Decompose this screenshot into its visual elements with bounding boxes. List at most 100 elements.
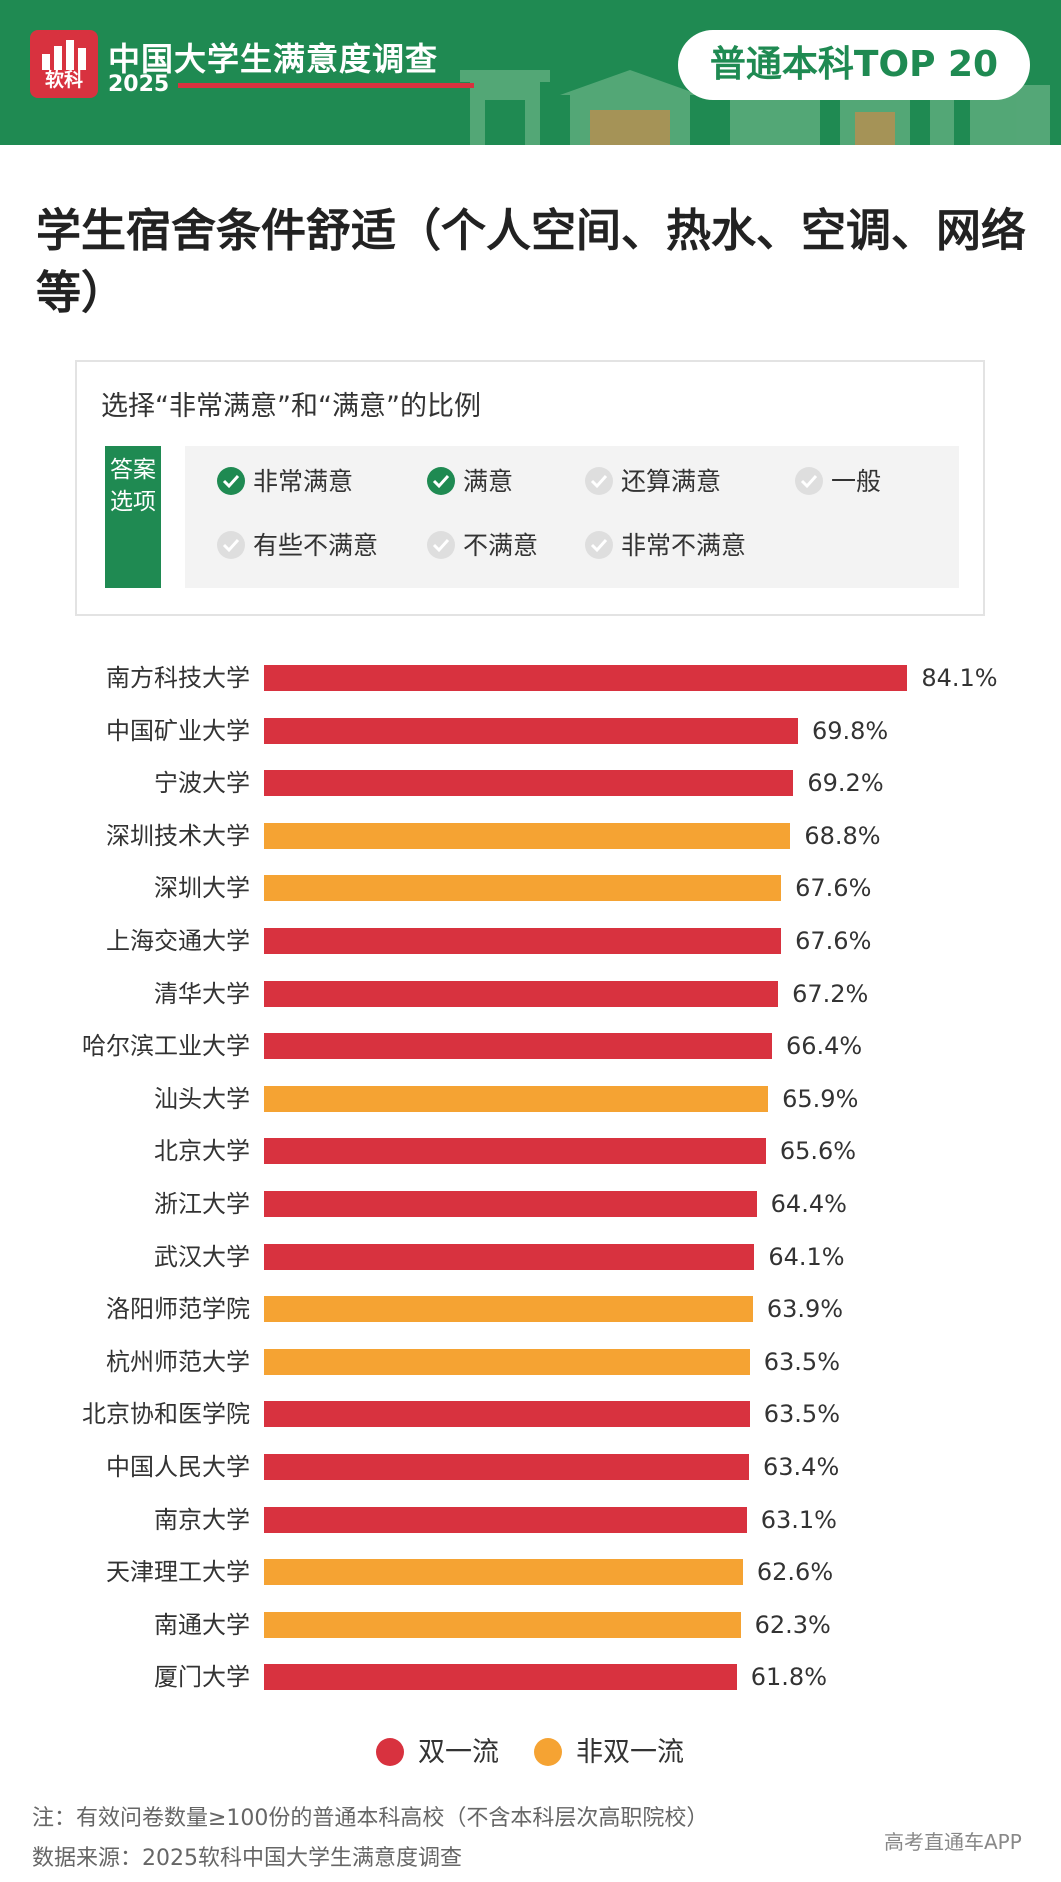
bar	[264, 822, 791, 849]
option-label: 不满意	[463, 531, 539, 560]
legend-double-first-class: 双一流	[376, 1733, 499, 1773]
bar	[264, 1085, 769, 1112]
option-label: 还算满意	[621, 467, 722, 496]
bar	[264, 770, 794, 797]
bar-chart: 南方科技大学 84.1% 中国矿业大学 69.8% 宁波大学 69.2% 深圳技术大学 68.…	[0, 648, 1061, 1708]
answer-options-box: 选择“非常满意”和“满意”的比例 答案选项 非常满意 满意 还算满意 一般 有些…	[75, 360, 985, 616]
option-label: 满意	[463, 467, 514, 496]
value-label: 69.2%	[807, 769, 884, 798]
check-icon	[585, 531, 613, 559]
value-label: 62.3%	[754, 1610, 831, 1639]
bar	[264, 875, 782, 902]
value-label: 84.1%	[921, 664, 998, 692]
value-label: 67.2%	[792, 979, 869, 1008]
category-label: 清华大学	[154, 979, 250, 1008]
bar	[264, 1454, 749, 1480]
value-label: 69.8%	[811, 716, 889, 745]
survey-year: 2025	[108, 72, 170, 97]
option-dissatisfied: 不满意	[427, 526, 538, 566]
category-label: 厦门大学	[154, 1663, 250, 1692]
data-source: 数据来源：2025软科中国大学生满意度调查	[32, 1846, 462, 1871]
value-label: 64.1%	[768, 1242, 845, 1271]
bar	[264, 1138, 766, 1165]
category-label: 洛阳师范学院	[106, 1295, 250, 1324]
category-label: 深圳大学	[154, 874, 250, 903]
check-icon	[795, 467, 823, 495]
bar	[264, 1401, 750, 1428]
legend-label: 非双一流	[576, 1737, 684, 1768]
chart-subtitle: 选择“非常满意”和“满意”的比例	[101, 391, 481, 422]
value-label: 63.1%	[760, 1505, 837, 1534]
value-label: 65.9%	[782, 1084, 859, 1113]
survey-name: 中国大学生满意度调查	[108, 40, 439, 78]
option-very-dissatisfied: 非常不满意	[585, 526, 746, 566]
header-divider	[178, 83, 474, 88]
category-label: 哈尔滨工业大学	[82, 1032, 250, 1061]
bar	[264, 717, 798, 744]
value-label: 65.6%	[779, 1137, 857, 1166]
bar	[264, 665, 908, 691]
value-label: 63.4%	[763, 1453, 840, 1481]
value-label: 62.6%	[756, 1558, 834, 1587]
value-label: 66.4%	[785, 1032, 863, 1061]
option-label: 非常满意	[253, 467, 354, 496]
legend-swatch	[534, 1737, 562, 1766]
category-label: 汕头大学	[154, 1084, 250, 1113]
category-label: 中国人民大学	[106, 1453, 250, 1481]
category-label: 武汉大学	[154, 1242, 250, 1271]
option-label: 一般	[831, 467, 882, 496]
category-label: 南京大学	[154, 1505, 250, 1534]
check-icon	[217, 531, 245, 559]
bar	[264, 928, 782, 954]
watermark: 高考直通车APP	[884, 1830, 1022, 1854]
bar	[264, 1559, 743, 1586]
logo-text: 软科	[44, 69, 83, 91]
category-label: 深圳技术大学	[106, 821, 250, 850]
value-label: 67.6%	[795, 874, 872, 903]
bar	[264, 1664, 737, 1691]
category-label: 杭州师范大学	[106, 1347, 250, 1376]
category-label: 上海交通大学	[106, 927, 250, 955]
bar	[264, 1033, 772, 1060]
bar	[264, 1348, 750, 1375]
category-label: 浙江大学	[154, 1190, 250, 1218]
bar	[264, 1611, 741, 1638]
category-label: 北京大学	[154, 1137, 250, 1166]
answer-options-panel: 非常满意 满意 还算满意 一般 有些不满意 不满意 非常不满意	[185, 446, 959, 588]
answer-options-label: 答案选项	[105, 446, 161, 588]
bar	[264, 980, 779, 1007]
category-label: 中国矿业大学	[106, 716, 250, 745]
category-label: 南方科技大学	[106, 664, 250, 692]
option-neutral: 一般	[795, 462, 881, 502]
check-icon	[217, 467, 245, 495]
value-label: 64.4%	[770, 1190, 847, 1218]
value-label: 63.5%	[763, 1347, 841, 1376]
option-label: 有些不满意	[253, 531, 379, 560]
bar	[264, 1191, 757, 1217]
category-label: 北京协和医学院	[82, 1400, 250, 1429]
ruanke-logo: 软科	[30, 30, 98, 98]
option-very-satisfied: 非常满意	[217, 462, 353, 502]
bar-chart-logo-icon	[42, 40, 86, 70]
category-label: 天津理工大学	[106, 1558, 250, 1587]
bar	[264, 1506, 747, 1533]
category-label: 南通大学	[154, 1610, 250, 1639]
check-icon	[427, 467, 455, 495]
value-label: 63.5%	[763, 1400, 841, 1429]
option-satisfied: 满意	[427, 462, 513, 502]
value-label: 63.9%	[766, 1295, 844, 1324]
option-label: 非常不满意	[621, 531, 747, 560]
legend-label: 双一流	[418, 1737, 499, 1768]
category-label: 宁波大学	[154, 769, 250, 798]
check-icon	[585, 467, 613, 495]
legend-swatch	[376, 1737, 404, 1766]
value-label: 61.8%	[750, 1663, 828, 1692]
option-fairly-satisfied: 还算满意	[585, 462, 721, 502]
page-title: 学生宿舍条件舒适（个人空间、热水、空调、网络等）	[36, 204, 1027, 319]
header-banner: 软科 中国大学生满意度调查 2025 普通本科TOP 20	[0, 0, 1061, 145]
top20-badge: 普通本科TOP 20	[678, 30, 1030, 100]
value-label: 68.8%	[804, 821, 881, 850]
bar	[264, 1296, 753, 1323]
bar	[264, 1243, 755, 1270]
legend-non-double-first-class: 非双一流	[534, 1733, 684, 1773]
